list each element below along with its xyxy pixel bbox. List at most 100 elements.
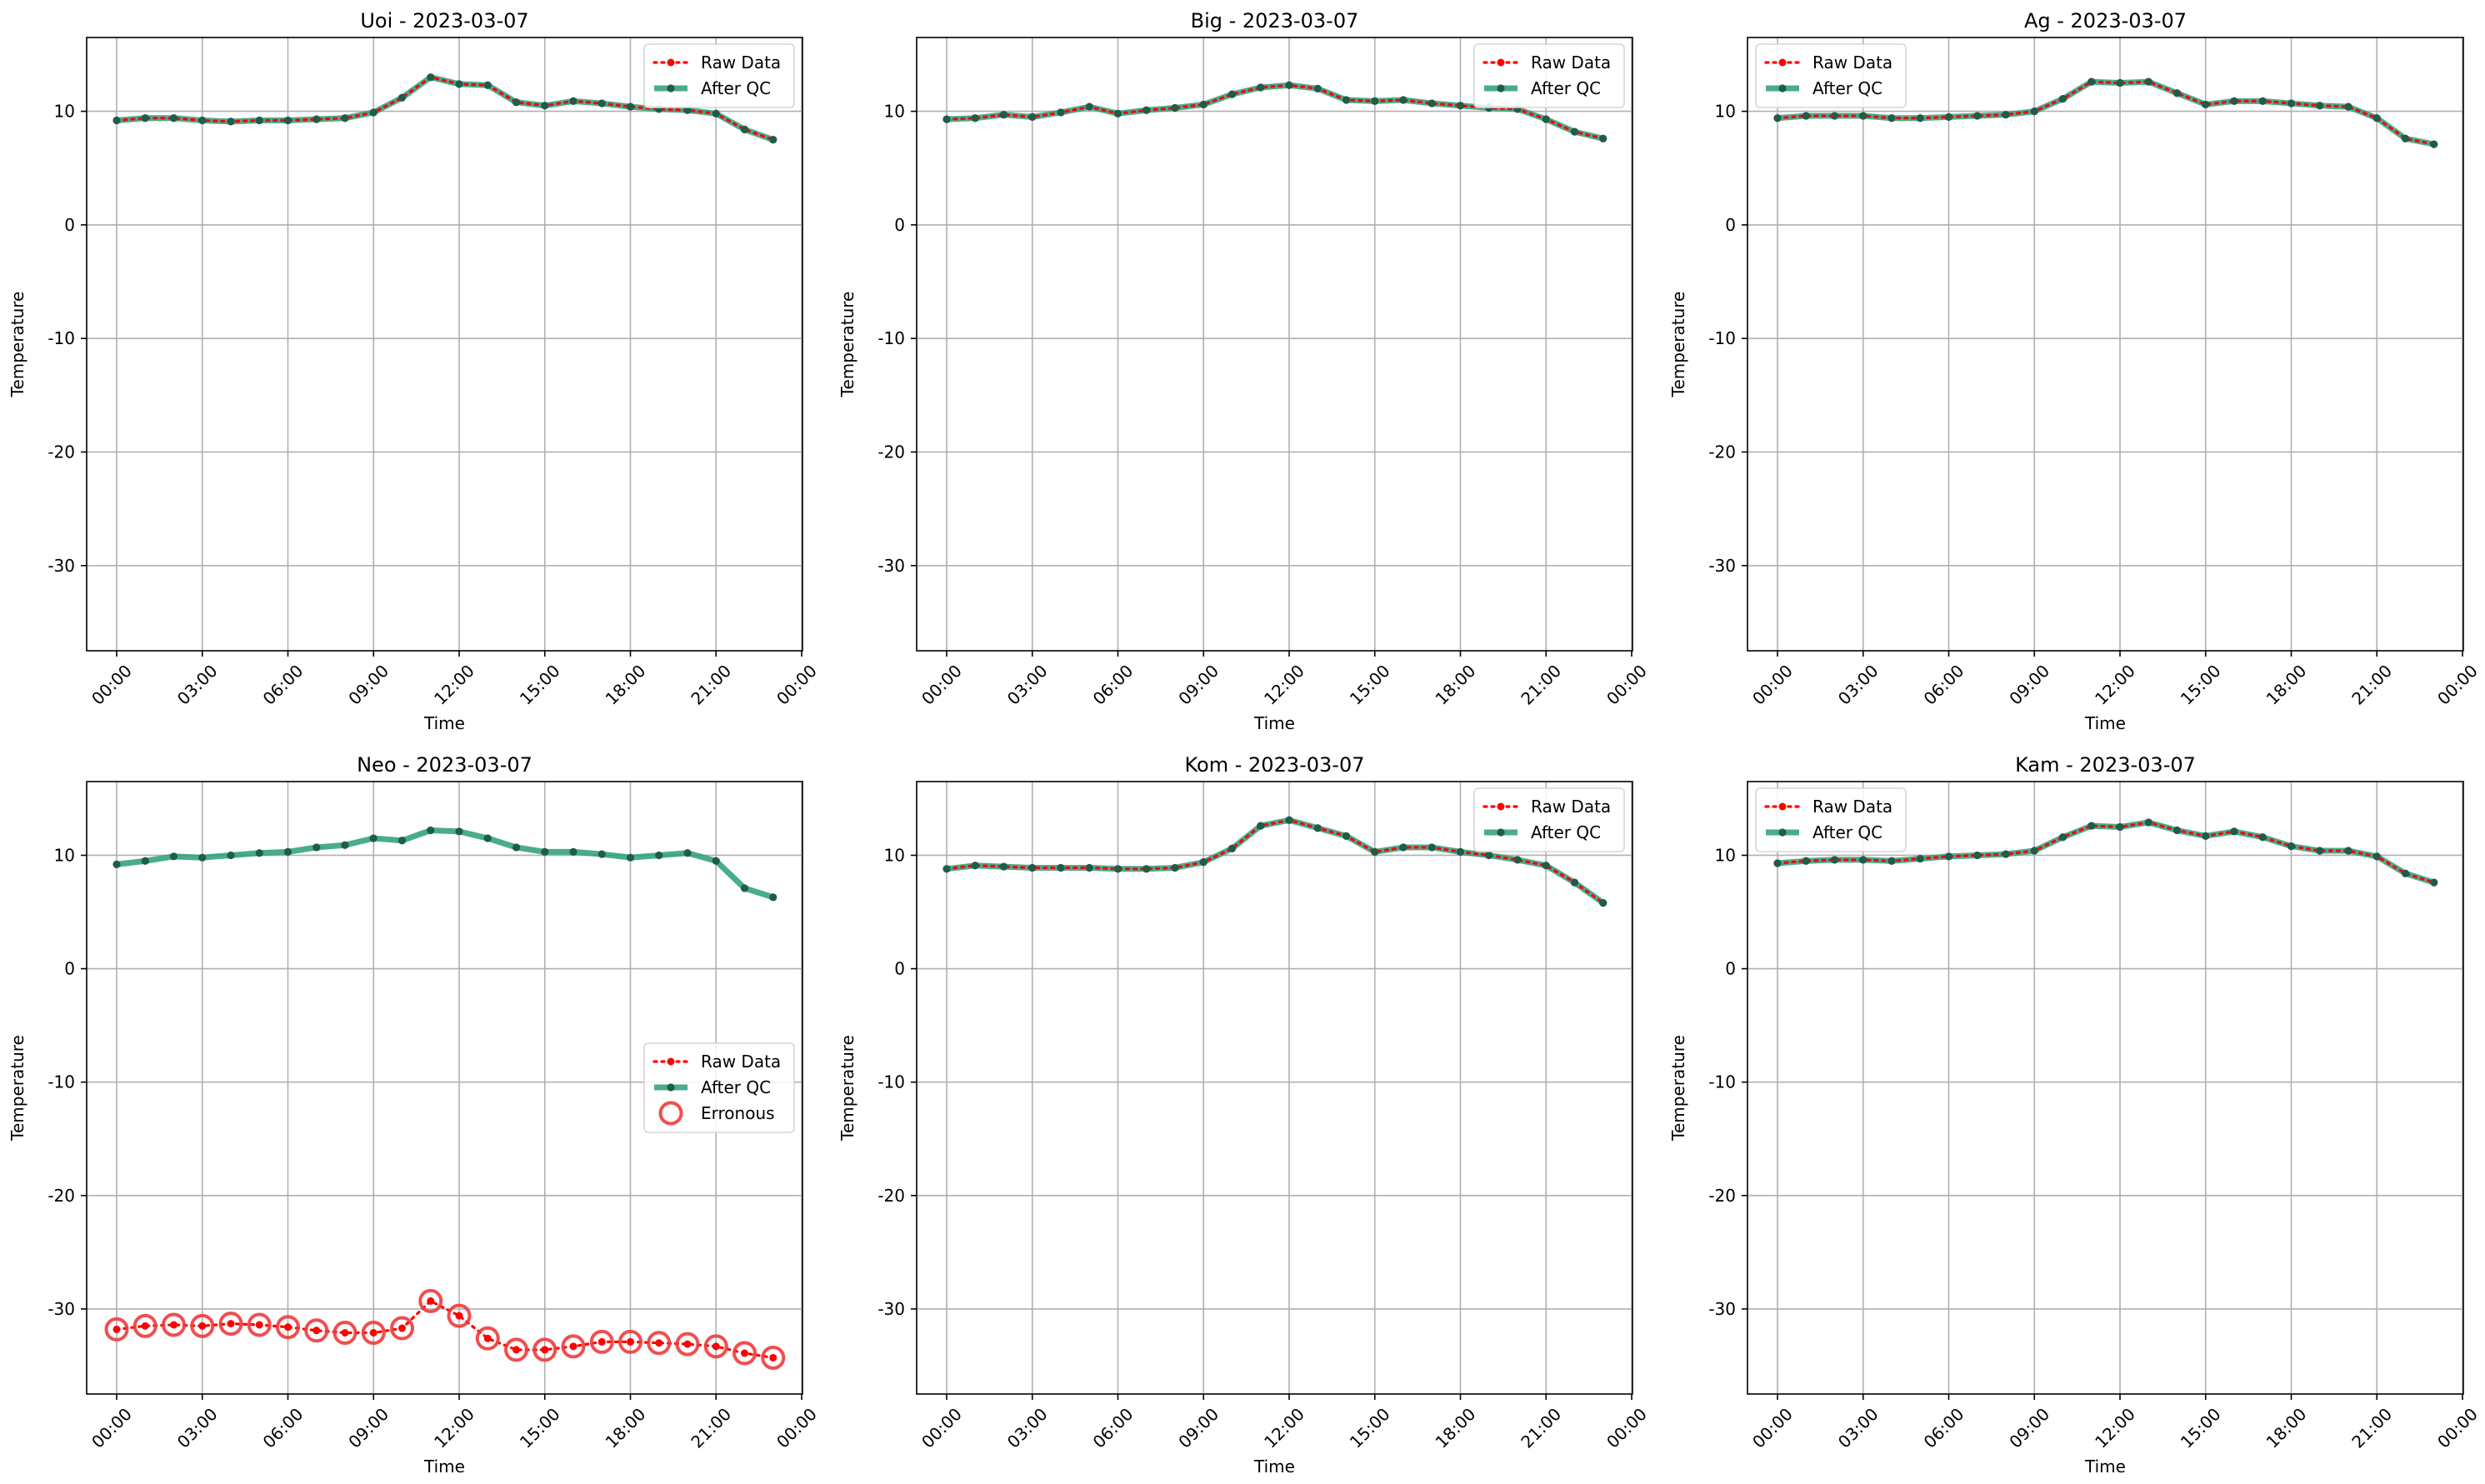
- legend-raw-marker: [1497, 802, 1505, 811]
- qc-point: [1773, 114, 1782, 122]
- x-axis-label: Time: [423, 1457, 465, 1477]
- qc-point: [2430, 140, 2438, 148]
- raw-point: [198, 1322, 207, 1330]
- legend-label: Raw Data: [1812, 797, 1892, 817]
- raw-point: [769, 1353, 778, 1362]
- chart-title: Neo - 2023-03-07: [357, 753, 532, 777]
- qc-point: [2258, 97, 2267, 105]
- qc-point: [1057, 863, 1065, 872]
- y-tick-label: 0: [1725, 215, 1736, 235]
- raw-point: [141, 1322, 149, 1330]
- legend-qc-marker: [1778, 828, 1787, 837]
- erroneous-point-marker: [504, 1337, 528, 1362]
- y-axis-label: Temperature: [1668, 1035, 1688, 1142]
- erroneous-point-marker: [761, 1345, 786, 1370]
- erroneous-point-marker: [104, 1317, 129, 1342]
- raw-point: [598, 1337, 606, 1346]
- qc-point: [341, 114, 349, 122]
- qc-point: [1456, 102, 1465, 110]
- legend-label: After QC: [701, 1077, 771, 1097]
- qc-point: [1916, 114, 1924, 122]
- legend-raw-marker: [1497, 58, 1505, 67]
- qc-point: [1773, 859, 1782, 867]
- erroneous-point-marker: [703, 1334, 728, 1359]
- qc-point: [1944, 112, 1953, 122]
- chart-title: Uoi - 2023-03-07: [360, 9, 528, 32]
- qc-point: [1859, 856, 1868, 864]
- legend-box: [1755, 787, 1907, 852]
- legend: Raw Data After QC: [1755, 787, 1907, 852]
- qc-point: [1313, 824, 1322, 832]
- qc-point: [398, 837, 407, 845]
- qc-point: [683, 849, 692, 857]
- axes-frame: [1747, 781, 2464, 1395]
- y-tick-label: 0: [1725, 959, 1736, 979]
- qc-point: [1028, 112, 1037, 122]
- qc-point: [312, 843, 321, 852]
- chart-title: Kom - 2023-03-07: [1185, 753, 1365, 777]
- qc-point: [1428, 843, 1436, 852]
- qc-point: [1085, 863, 1093, 872]
- legend-raw-marker: [1778, 58, 1787, 67]
- qc-point: [769, 136, 778, 144]
- qc-point: [1513, 856, 1522, 864]
- qc-point: [971, 114, 979, 122]
- qc-point: [198, 853, 207, 862]
- y-axis-label: Temperature: [8, 1035, 28, 1142]
- qc-point: [1485, 851, 1493, 860]
- y-tick-label: -20: [48, 442, 75, 462]
- legend-label: After QC: [1531, 78, 1601, 98]
- qc-point: [512, 843, 521, 852]
- axes-frame: [1747, 37, 2464, 652]
- raw-point: [627, 1337, 634, 1346]
- axes-frame: [86, 781, 803, 1395]
- raw-point: [398, 1324, 406, 1332]
- legend-raw-marker: [667, 1057, 675, 1066]
- qc-point: [626, 853, 635, 862]
- legend-box: [1473, 43, 1625, 108]
- erroneous-point-marker: [132, 1313, 158, 1338]
- erroneous-point-marker: [561, 1334, 586, 1359]
- qc-point: [312, 115, 321, 123]
- qc-point: [1371, 97, 1379, 105]
- legend-box: [1755, 43, 1907, 108]
- qc-point: [2172, 89, 2182, 97]
- qc-point: [2430, 878, 2438, 887]
- raw-point: [227, 1320, 235, 1328]
- qc-point: [999, 111, 1008, 119]
- qc-point: [1285, 81, 1293, 89]
- qc-point: [1570, 878, 1579, 887]
- y-tick-label: -10: [1708, 1072, 1736, 1092]
- qc-point: [1171, 863, 1179, 872]
- legend-box: [1473, 787, 1625, 852]
- erroneous-point-marker: [418, 1288, 443, 1313]
- legend-qc-marker: [1497, 828, 1505, 837]
- legend-label: Raw Data: [1531, 52, 1611, 72]
- y-axis-label: Temperature: [8, 292, 28, 398]
- qc-point: [626, 102, 635, 111]
- erroneous-point-marker: [361, 1321, 386, 1345]
- qc-point: [1973, 851, 1982, 860]
- qc-point: [683, 106, 692, 114]
- qc-point: [2344, 102, 2352, 111]
- qc-point: [369, 834, 378, 842]
- qc-point: [1142, 865, 1151, 873]
- axes-frame: [916, 781, 1633, 1395]
- y-tick-label: -10: [878, 1072, 905, 1092]
- qc-point: [2002, 850, 2010, 858]
- qc-point: [283, 116, 292, 125]
- legend-label: After QC: [1531, 822, 1601, 842]
- legend: Raw Data After QC: [1473, 43, 1625, 108]
- qc-point: [1371, 847, 1379, 856]
- qc-point: [1342, 832, 1351, 840]
- legend-qc-marker: [1778, 84, 1787, 92]
- qc-point: [1171, 103, 1179, 112]
- qc-point: [2030, 847, 2038, 855]
- legend-label: Raw Data: [701, 1052, 781, 1072]
- y-tick-label: 10: [54, 102, 75, 122]
- erroneous-point-marker: [390, 1316, 414, 1341]
- y-axis-label: Temperature: [838, 292, 858, 398]
- qc-point: [712, 857, 720, 865]
- legend-label: Raw Data: [701, 52, 781, 72]
